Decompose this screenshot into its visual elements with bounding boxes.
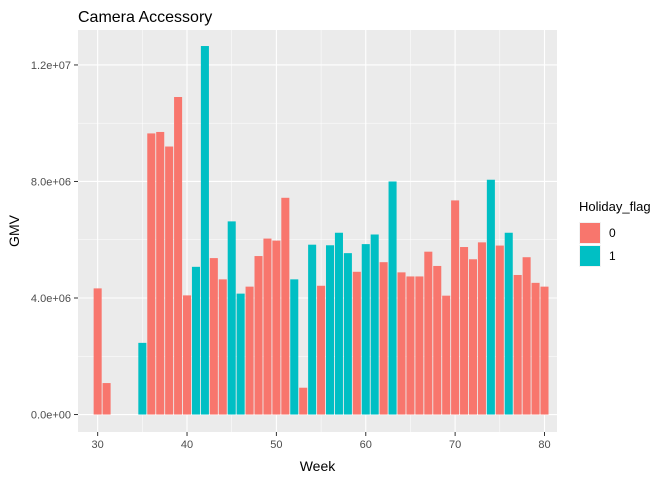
bar-week-75 [495,245,504,415]
bar-week-66 [415,276,424,415]
bar-week-57 [334,232,343,415]
x-tick-label: 40 [181,439,193,451]
bar-week-63 [388,181,397,415]
bar-week-59 [352,271,361,415]
legend-swatch-0 [580,223,600,243]
bar-week-76 [504,232,513,415]
bar-week-52 [290,279,299,415]
y-tick-label: 4.0e+06 [31,293,71,305]
bar-week-41 [191,266,200,415]
bar-week-30 [93,288,102,415]
bar-week-67 [424,251,433,415]
bar-week-54 [308,244,317,415]
bar-week-44 [218,279,227,415]
bar-week-80 [540,286,549,415]
bar-week-56 [325,245,335,415]
bar-week-79 [531,282,540,415]
bar-week-68 [433,265,442,415]
bar-week-31 [102,383,111,415]
bar-week-61 [370,234,379,415]
legend-label-0: 0 [609,226,616,240]
bar-week-69 [442,295,451,415]
legend-label-1: 1 [609,249,616,263]
bar-week-38 [165,146,174,415]
bar-week-43 [209,258,218,415]
bar-week-70 [451,200,460,415]
bar-week-45 [227,221,236,415]
bar-week-65 [406,276,415,415]
bar-week-53 [299,387,308,415]
axes-group: 30 40 50 60 70 80 0.0e+00 4.0e+06 8.0e+06 1.2e+07 [31,60,551,451]
bar-week-49 [263,238,272,415]
y-axis-title: GMV [6,214,22,247]
bar-week-73 [477,242,486,415]
bar-week-50 [272,240,281,415]
bar-week-47 [245,286,254,415]
bar-week-62 [379,262,388,415]
y-tick-label: 0.0e+00 [31,410,71,422]
x-axis-title: Week [300,458,337,474]
bar-week-48 [254,256,263,415]
bar-week-55 [317,285,326,415]
bar-week-72 [468,259,478,415]
bar-week-39 [174,97,183,415]
bar-week-78 [522,257,531,415]
bar-week-51 [281,197,290,415]
y-tick-label: 1.2e+07 [31,60,71,72]
x-tick-label: 60 [360,439,372,451]
x-tick-label: 80 [538,439,550,451]
bar-week-71 [460,247,469,415]
bar-week-58 [343,253,352,415]
y-tick-label: 8.0e+06 [31,176,71,188]
bar-week-74 [486,179,495,415]
legend: Holiday_flag 0 1 [579,199,651,267]
bar-week-60 [361,244,370,415]
legend-title: Holiday_flag [579,199,651,214]
bar-week-35 [138,342,147,415]
bar-week-46 [236,293,245,415]
bar-week-42 [200,46,209,415]
x-tick-label: 70 [449,439,461,451]
legend-swatch-1 [580,246,600,266]
bar-week-40 [183,295,192,415]
x-tick-label: 30 [92,439,104,451]
bars-group [93,46,549,415]
bar-week-64 [397,272,406,415]
x-tick-label: 50 [270,439,282,451]
chart-title: Camera Accessory [78,9,212,26]
bar-week-77 [513,274,522,415]
bar-week-36 [147,133,156,415]
bar-week-37 [156,131,165,415]
